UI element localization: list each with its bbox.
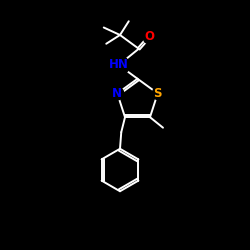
Text: O: O bbox=[144, 30, 154, 43]
Text: S: S bbox=[154, 87, 162, 100]
Text: N: N bbox=[112, 87, 122, 100]
Text: HN: HN bbox=[109, 58, 129, 71]
